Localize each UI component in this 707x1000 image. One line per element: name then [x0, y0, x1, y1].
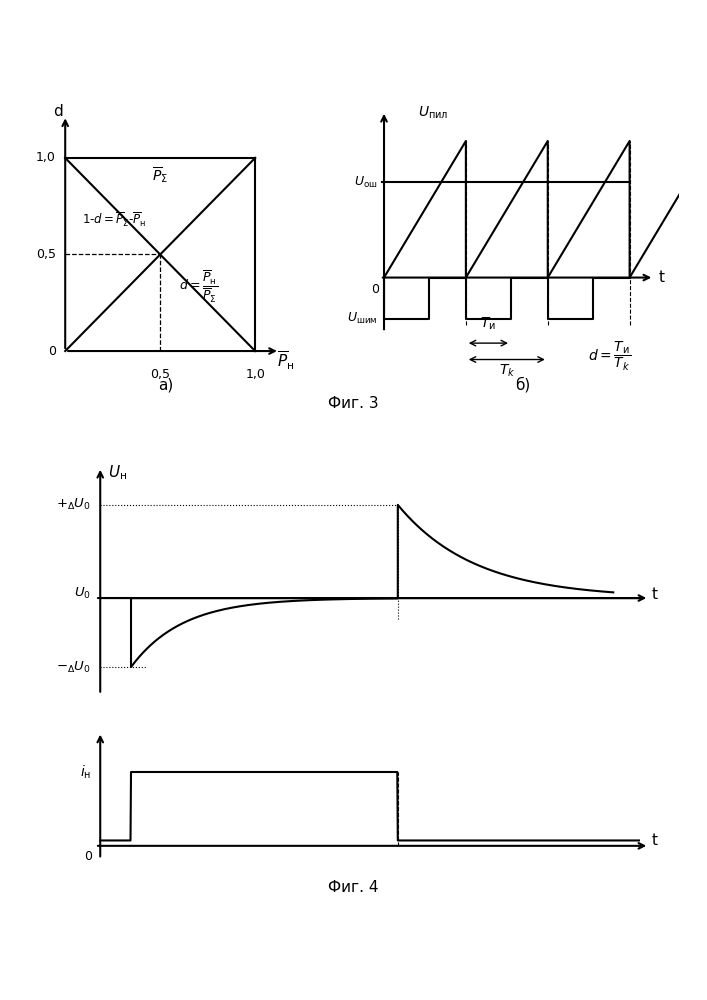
Text: 1,0: 1,0	[245, 368, 265, 381]
Text: $d=\dfrac{\overline{P}_{\text{н}}}{\overline{P}_{\Sigma}}$: $d=\dfrac{\overline{P}_{\text{н}}}{\over…	[179, 269, 218, 305]
Text: $\overline{P}_{\Sigma}$: $\overline{P}_{\Sigma}$	[152, 165, 168, 185]
Text: $U_{\text{шим}}$: $U_{\text{шим}}$	[347, 311, 378, 326]
Text: $U_0$: $U_0$	[74, 586, 91, 601]
Text: $U_{\text{ош}}$: $U_{\text{ош}}$	[354, 174, 378, 190]
Text: $d=\dfrac{T_{\text{и}}}{T_k}$: $d=\dfrac{T_{\text{и}}}{T_k}$	[588, 340, 631, 373]
Text: 0: 0	[85, 850, 93, 863]
Text: $+_{\Delta}U_0$: $+_{\Delta}U_0$	[56, 497, 91, 512]
Text: $\overline{P}_{\text{н}}$: $\overline{P}_{\text{н}}$	[277, 349, 294, 372]
Text: Фиг. 4: Фиг. 4	[328, 880, 379, 895]
Text: $U_{\text{н}}$: $U_{\text{н}}$	[108, 463, 127, 482]
Text: Фиг. 3: Фиг. 3	[328, 396, 379, 411]
Text: 0,5: 0,5	[36, 248, 56, 261]
Text: t: t	[652, 833, 658, 848]
Text: 0,5: 0,5	[150, 368, 170, 381]
Text: 0: 0	[371, 283, 379, 296]
Text: $-_{\Delta}U_0$: $-_{\Delta}U_0$	[56, 659, 91, 675]
Text: 0: 0	[47, 345, 56, 358]
Text: $U_{\text{пил}}$: $U_{\text{пил}}$	[418, 104, 448, 121]
Text: $T_{\text{и}}$: $T_{\text{и}}$	[480, 316, 496, 332]
Text: t: t	[652, 587, 658, 602]
Text: $T_k$: $T_k$	[498, 362, 515, 379]
Text: 1,0: 1,0	[36, 151, 56, 164]
Text: t: t	[658, 270, 665, 285]
Text: а): а)	[158, 378, 174, 393]
Text: б): б)	[515, 377, 531, 393]
Text: $1\text{-}d=\overline{P}_{\Sigma}\text{-}\overline{P}_{\text{н}}$: $1\text{-}d=\overline{P}_{\Sigma}\text{-…	[83, 211, 147, 229]
Text: $i_{\text{н}}$: $i_{\text{н}}$	[80, 763, 91, 781]
Text: d: d	[53, 104, 62, 119]
